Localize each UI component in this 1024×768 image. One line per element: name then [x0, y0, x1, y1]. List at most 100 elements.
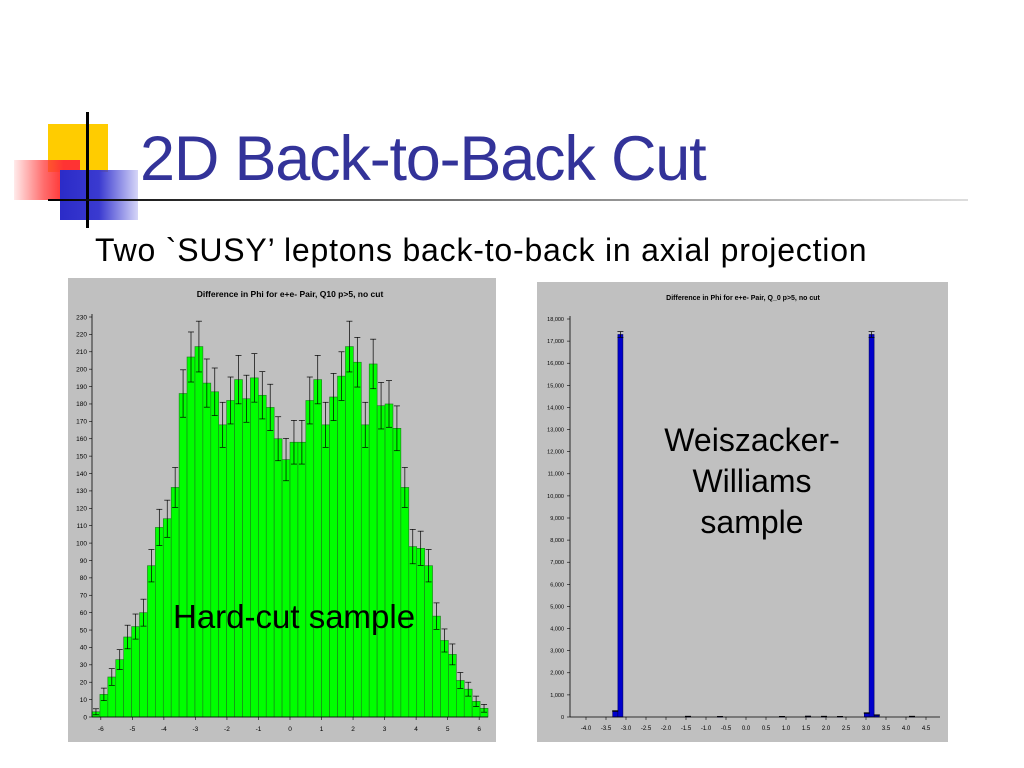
- y-tick-label: 9,000: [550, 516, 564, 522]
- x-tick-label: 0: [288, 726, 292, 733]
- histogram-bar: [234, 379, 243, 718]
- histogram-bar: [353, 361, 362, 718]
- histogram-bar: [329, 396, 338, 718]
- y-tick-label: 150: [76, 453, 87, 460]
- histogram-bar: [368, 363, 378, 718]
- y-tick-label: 210: [76, 349, 87, 356]
- annotation-line: Weiszacker-: [664, 422, 840, 458]
- histogram-bar: [250, 377, 259, 718]
- histogram-bar: [218, 424, 227, 718]
- y-tick-label: 0: [561, 715, 564, 721]
- histogram-bar: [155, 527, 164, 718]
- y-tick-label: 7,000: [550, 560, 564, 566]
- y-tick-label: 3,000: [550, 649, 564, 655]
- y-tick-label: 2,000: [550, 671, 564, 677]
- y-tick-label: 90: [80, 558, 88, 565]
- y-tick-label: 15,000: [547, 383, 564, 389]
- x-tick-label: 3.0: [862, 726, 871, 732]
- y-tick-label: 60: [80, 610, 88, 617]
- x-tick-label: -3.5: [601, 726, 612, 732]
- histogram-bar: [612, 710, 618, 718]
- histogram-bar: [345, 346, 354, 718]
- y-tick-label: 50: [80, 627, 88, 634]
- x-tick-label: 5: [446, 726, 450, 733]
- x-tick-label: -3: [193, 726, 199, 733]
- y-tick-label: 200: [76, 366, 87, 373]
- histogram-bar: [432, 615, 441, 718]
- histogram-bar: [289, 441, 299, 718]
- y-tick-label: 12,000: [547, 450, 564, 456]
- x-tick-label: -2.5: [641, 726, 652, 732]
- x-tick-label: -3.0: [621, 726, 632, 732]
- x-tick-label: 1.5: [802, 726, 811, 732]
- y-tick-label: 20: [80, 679, 88, 686]
- decoration-blue-rectangle: [60, 170, 138, 220]
- histogram-bar: [384, 403, 394, 718]
- histogram-weiszacker-williams: Difference in Phi for e+e- Pair, Q_0 p>5…: [547, 295, 940, 732]
- y-tick-label: 180: [76, 401, 87, 408]
- histogram-bar: [313, 379, 322, 718]
- x-tick-label: 2.0: [822, 726, 831, 732]
- y-tick-label: 40: [80, 645, 88, 652]
- y-tick-label: 100: [76, 540, 87, 547]
- histogram-bar: [265, 407, 275, 718]
- y-tick-label: 18,000: [547, 317, 564, 323]
- error-bars-group: [92, 320, 488, 716]
- histogram-bar: [416, 547, 425, 718]
- y-tick-label: 0: [83, 714, 87, 721]
- histogram-bar: [147, 565, 156, 718]
- x-tick-label: 2.5: [842, 726, 851, 732]
- histogram-hard-cut: Difference in Phi for e+e- Pair, Q10 p>5…: [76, 289, 489, 733]
- y-tick-label: 13,000: [547, 427, 564, 433]
- slide-title: 2D Back-to-Back Cut: [140, 124, 707, 194]
- histogram-bar: [617, 334, 624, 718]
- histogram-bar: [131, 626, 140, 718]
- histogram-bar: [186, 356, 196, 718]
- decoration-vertical-line: [86, 112, 89, 228]
- annotation-hard-cut-sample: Hard-cut sample: [173, 598, 416, 635]
- annotation-line: Williams: [692, 463, 812, 499]
- x-tick-label: 4.0: [902, 726, 911, 732]
- y-tick-label: 220: [76, 332, 87, 339]
- y-tick-label: 170: [76, 419, 87, 426]
- y-tick-label: 80: [80, 575, 88, 582]
- x-tick-label: 6: [477, 726, 481, 733]
- x-tick-label: 0.0: [742, 726, 751, 732]
- y-tick-label: 30: [80, 662, 88, 669]
- x-tick-label: -1.5: [681, 726, 692, 732]
- y-tick-label: 17,000: [547, 339, 564, 345]
- x-tick-label: -2: [224, 726, 230, 733]
- histogram-bar: [273, 438, 283, 718]
- histogram-bar: [424, 565, 433, 718]
- chart-title: Difference in Phi for e+e- Pair, Q10 p>5…: [197, 289, 384, 299]
- histogram-bar: [202, 382, 212, 718]
- x-tick-label: 1: [320, 726, 324, 733]
- decoration-horizontal-line: [48, 199, 968, 201]
- x-tick-label: 3.5: [882, 726, 891, 732]
- y-tick-label: 120: [76, 506, 87, 513]
- histogram-bar: [297, 441, 307, 718]
- histogram-bar: [321, 424, 330, 718]
- histogram-bar: [194, 346, 204, 718]
- histogram-bar: [178, 393, 188, 718]
- y-tick-label: 110: [77, 523, 88, 530]
- x-tick-label: -4.0: [581, 726, 592, 732]
- y-tick-label: 10: [80, 697, 88, 704]
- histogram-bar: [337, 375, 346, 718]
- histogram-bar: [139, 612, 148, 718]
- x-tick-label: 4.5: [922, 726, 931, 732]
- y-tick-label: 190: [76, 384, 87, 391]
- histogram-bar: [258, 394, 267, 718]
- x-tick-label: -0.5: [721, 726, 732, 732]
- y-tick-label: 130: [76, 488, 87, 495]
- x-tick-label: 3: [383, 726, 387, 733]
- y-tick-label: 16,000: [547, 361, 564, 367]
- y-tick-label: 230: [76, 314, 87, 321]
- y-tick-label: 14,000: [547, 405, 564, 411]
- histogram-bar: [242, 398, 251, 718]
- histogram-bar: [305, 400, 315, 718]
- chart-title: Difference in Phi for e+e- Pair, Q_0 p>5…: [666, 295, 820, 302]
- histogram-bar: [281, 459, 291, 718]
- histogram-bar: [210, 391, 220, 718]
